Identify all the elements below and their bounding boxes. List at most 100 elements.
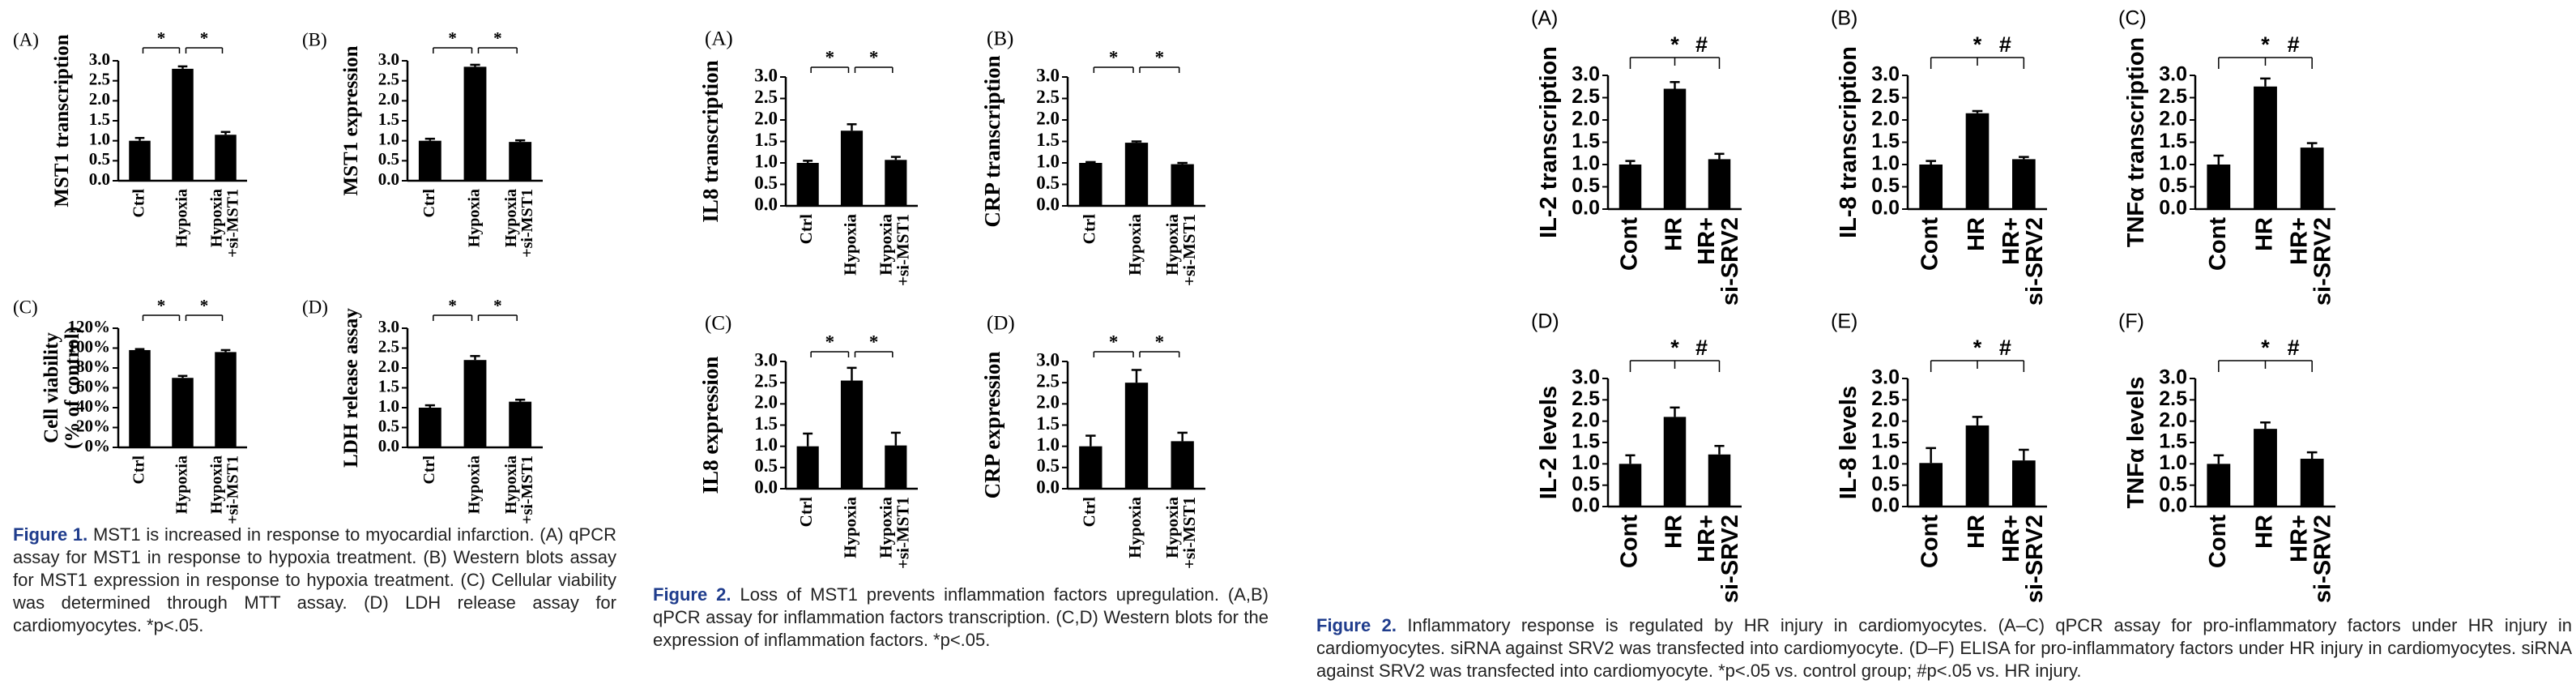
bar — [1619, 165, 1642, 209]
x-tick-label: Hypoxia+si-MST1 — [502, 455, 536, 524]
x-tick-label: Hypoxia — [1125, 497, 1145, 558]
significance-mark: * — [2261, 32, 2270, 57]
caption-text: MST1 is increased in response to myocard… — [13, 524, 616, 635]
y-tick-label: 2.0 — [2159, 108, 2187, 130]
x-tick-label: HR+si-SRV2 — [1694, 515, 1743, 603]
significance-mark: * — [1973, 32, 1982, 57]
y-tick-label: 0.5 — [1871, 174, 1900, 197]
y-tick-label: 1.5 — [1871, 430, 1900, 453]
y-tick-label: 20% — [76, 416, 110, 435]
bar — [1079, 446, 1102, 489]
y-tick-label: 80% — [76, 357, 110, 376]
y-axis-label: IL-2 transcription — [1536, 46, 1562, 238]
x-tick-label: Ctrl — [1079, 214, 1098, 244]
y-tick-label: 0.0 — [1871, 197, 1900, 220]
y-tick-label: 2.0 — [1871, 408, 1900, 431]
significance-mark: # — [2288, 32, 2300, 57]
significance-mark: * — [1155, 331, 1165, 352]
bar — [1619, 464, 1642, 507]
y-tick-label: 1.0 — [89, 129, 110, 148]
x-tick-label: Ctrl — [130, 189, 147, 218]
significance-mark: # — [2288, 336, 2300, 360]
caption: Figure 2. Inflammatory response is regul… — [1316, 614, 2572, 682]
panel-label: (D) — [1531, 310, 1559, 333]
bar — [1663, 417, 1687, 507]
y-axis-label: MST1 expression — [340, 45, 362, 195]
bar — [885, 160, 907, 206]
significance-mark: * — [493, 28, 502, 48]
y-tick-label: 1.5 — [1871, 130, 1900, 152]
bar — [1919, 463, 1943, 507]
y-tick-label: 60% — [76, 376, 110, 396]
y-tick-label: 2.0 — [1036, 108, 1060, 128]
bar — [463, 66, 487, 182]
x-tick-label: HR+si-SRV2 — [2286, 515, 2335, 603]
bar — [2300, 148, 2324, 209]
y-tick-label: 0.5 — [2159, 174, 2187, 197]
y-tick-label: 3.0 — [1871, 63, 1900, 86]
y-tick-label: 3.0 — [754, 349, 778, 370]
x-tick-label: Cont — [1917, 515, 1943, 568]
significance-mark: * — [1109, 331, 1119, 352]
y-tick-label: 0.0 — [2159, 197, 2187, 220]
y-tick-label: 0.0 — [378, 169, 399, 189]
y-tick-label: 1.5 — [1036, 130, 1060, 150]
significance-mark: * — [157, 296, 166, 315]
panel-label: (B) — [302, 29, 327, 49]
caption-text: Inflammatory response is regulated by HR… — [1316, 615, 2572, 681]
panel-label: (F) — [2118, 310, 2144, 333]
y-tick-label: 3.0 — [89, 49, 110, 69]
significance-mark: * — [2261, 336, 2270, 360]
y-axis-label: TNFα levels — [2123, 377, 2149, 509]
bar — [1171, 164, 1194, 206]
y-tick-label: 2.0 — [754, 392, 778, 413]
y-tick-label: 1.5 — [2159, 430, 2187, 453]
x-tick-label: HR+si-SRV2 — [1998, 217, 2047, 306]
x-tick-label: Ctrl — [420, 189, 437, 218]
y-tick-label: 0.5 — [1572, 174, 1600, 197]
y-tick-label: 1.0 — [1871, 152, 1900, 175]
y-tick-label: 0.0 — [1572, 494, 1600, 517]
caption-label: Figure 2. — [1316, 615, 1397, 635]
x-tick-label: Cont — [2204, 217, 2230, 271]
bar — [796, 163, 819, 206]
y-axis-label: CRP transcription — [980, 55, 1004, 227]
x-tick-label: Cont — [1616, 217, 1642, 271]
panel-label: (E) — [1831, 310, 1857, 333]
bar — [172, 378, 194, 447]
significance-mark: * — [448, 296, 457, 315]
y-axis-label: Cell viability(% of control) — [41, 327, 83, 449]
y-tick-label: 3.0 — [1572, 366, 1600, 389]
panel-label: (A) — [13, 29, 39, 49]
y-tick-label: 0.5 — [754, 173, 778, 193]
y-tick-label: 1.5 — [754, 130, 778, 150]
significance-mark: # — [1695, 32, 1708, 57]
bar — [2012, 159, 2036, 209]
bar — [1171, 441, 1194, 489]
bar — [1965, 113, 1990, 209]
bar — [463, 360, 487, 447]
bar — [1124, 383, 1149, 489]
x-tick-label: HR+si-SRV2 — [2286, 217, 2335, 306]
x-tick-label: Hypoxia+si-MST1 — [207, 189, 241, 258]
panel-label: (D) — [302, 297, 328, 317]
y-tick-label: 2.0 — [1572, 108, 1600, 130]
panel-label: (A) — [705, 28, 733, 50]
y-tick-label: 0.5 — [89, 149, 110, 169]
x-tick-label: Cont — [1616, 515, 1642, 568]
y-tick-label: 1.0 — [2159, 152, 2187, 175]
x-tick-label: Hypoxia — [1125, 214, 1145, 276]
significance-mark: * — [200, 296, 209, 315]
y-tick-label: 0.0 — [1572, 197, 1600, 220]
y-tick-label: 2.5 — [2159, 85, 2187, 108]
x-tick-label: Cont — [2204, 515, 2230, 568]
x-tick-label: HR+si-SRV2 — [1998, 515, 2047, 603]
bar — [840, 130, 864, 206]
bar — [215, 352, 237, 447]
y-tick-label: 2.5 — [1572, 387, 1600, 410]
x-tick-label: Hypoxia — [840, 497, 859, 558]
y-tick-label: 1.5 — [1572, 430, 1600, 453]
y-tick-label: 100% — [68, 336, 111, 356]
y-axis-label: CRP expression — [980, 352, 1004, 499]
